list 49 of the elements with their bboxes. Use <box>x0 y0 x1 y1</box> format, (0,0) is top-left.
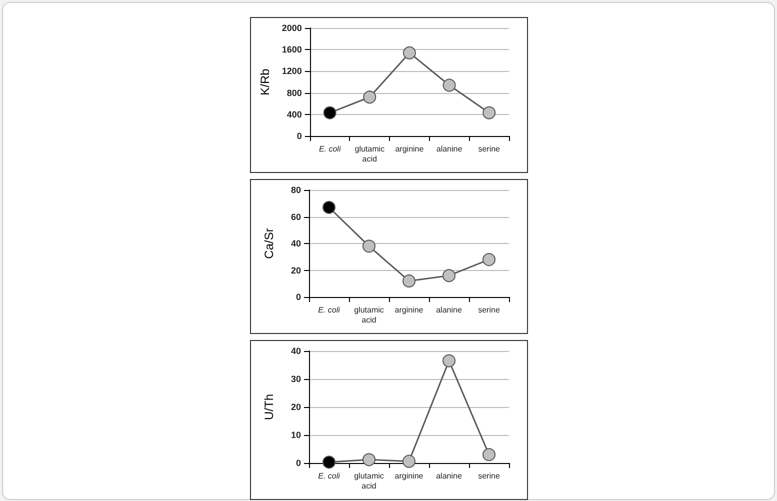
y-tick-label: 0 <box>296 458 301 468</box>
x-tick-label: serine <box>478 472 500 480</box>
x-tick-label: glutamic acid <box>354 144 385 164</box>
x-tick-label: arginine <box>395 144 424 154</box>
x-tick-label: E. coli <box>318 144 341 154</box>
x-tick-label: alanine <box>436 306 462 314</box>
x-tick-label: E. coli <box>318 472 340 480</box>
x-tick-label: arginine <box>394 472 424 480</box>
point <box>323 106 336 120</box>
x-tick-label: glutamic acid <box>354 472 384 490</box>
point <box>363 90 376 104</box>
x-tick-label: alanine <box>436 472 462 480</box>
x-tick-label: alanine <box>436 144 463 154</box>
x-tick-label: serine <box>478 306 500 314</box>
point <box>322 200 336 214</box>
y-tick-label: 20 <box>290 402 301 412</box>
y-tick-label: 0 <box>296 292 301 302</box>
y-tick-label: 800 <box>286 88 302 98</box>
point <box>442 269 456 282</box>
y-tick-label: 400 <box>286 109 302 120</box>
y-axis-title: Ca/Sr <box>262 228 276 259</box>
y-tick-label: 1200 <box>282 66 302 76</box>
point <box>322 456 336 469</box>
y-tick-label: 60 <box>290 212 301 222</box>
point <box>362 240 376 253</box>
y-tick-label: 1600 <box>282 44 302 55</box>
point <box>402 454 416 468</box>
y-tick-label: 0 <box>296 131 302 141</box>
point <box>362 453 376 466</box>
point <box>482 106 496 120</box>
y-tick-label: 40 <box>290 346 301 356</box>
y-tick-label: 2000 <box>282 23 302 33</box>
point <box>482 448 496 462</box>
y-tick-label: 20 <box>290 265 301 276</box>
y-tick-label: 30 <box>290 374 301 384</box>
point <box>402 274 416 288</box>
x-tick-label: arginine <box>394 306 424 314</box>
y-axis-title: K/Rb <box>258 68 272 96</box>
point <box>442 354 456 368</box>
y-tick-label: 40 <box>290 238 301 248</box>
point <box>482 253 496 266</box>
y-tick-label: 80 <box>290 185 301 195</box>
y-tick-label: 10 <box>290 430 301 440</box>
y-axis-title: U/Th <box>262 394 276 420</box>
x-tick-label: glutamic acid <box>354 306 384 324</box>
point <box>442 78 456 92</box>
point <box>402 46 416 60</box>
x-tick-label: serine <box>478 144 501 154</box>
x-tick-label: E. coli <box>318 306 340 314</box>
